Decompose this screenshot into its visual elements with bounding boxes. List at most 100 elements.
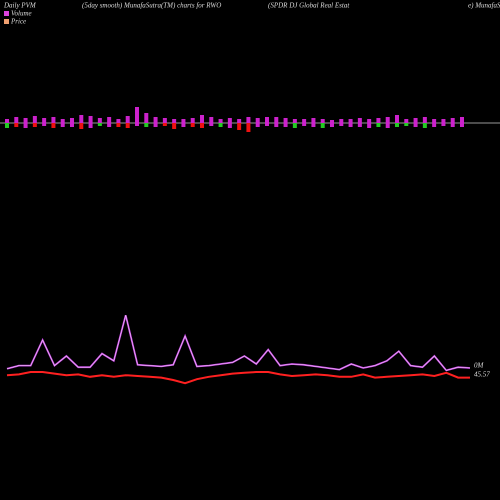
bar [107, 123, 112, 127]
bar [79, 115, 84, 123]
bar [144, 113, 149, 123]
bar [51, 123, 56, 128]
bar [283, 123, 288, 127]
bar [385, 117, 390, 123]
bar [367, 119, 372, 123]
annotation: (SPDR DJ Global Real Estat [268, 2, 350, 10]
bar [190, 118, 195, 123]
bar [339, 123, 344, 126]
bar [357, 123, 362, 127]
bar [320, 119, 325, 123]
bar [42, 118, 47, 123]
chart-subtitle: (5day smooth) MunafaSutra(TM) charts for… [82, 2, 221, 10]
legend-swatch [4, 19, 9, 24]
bar [5, 119, 9, 123]
bar [255, 118, 260, 123]
bar [209, 117, 214, 123]
bar [70, 123, 74, 127]
bar [265, 117, 269, 123]
bar [302, 119, 307, 123]
bar [70, 118, 74, 123]
bar [218, 119, 223, 123]
bar [395, 123, 399, 127]
legend-label: Volume [11, 10, 32, 18]
bar [116, 119, 121, 123]
bar [311, 118, 316, 123]
bar [376, 118, 381, 123]
bar [339, 119, 344, 123]
bar [79, 123, 84, 129]
bar [181, 119, 186, 123]
bar [441, 123, 446, 126]
bar [97, 123, 102, 126]
bar [432, 119, 437, 123]
bar [60, 119, 65, 123]
bar [153, 117, 158, 123]
bar [14, 123, 19, 127]
bar [218, 123, 223, 127]
bar [107, 117, 112, 123]
bar [460, 123, 464, 127]
bar [51, 117, 56, 123]
bar [181, 123, 186, 127]
bar [237, 123, 242, 130]
bar [376, 123, 381, 127]
line-1 [6, 371, 470, 385]
bar [88, 116, 93, 123]
bar [395, 115, 399, 123]
bar [227, 118, 232, 123]
bar [320, 123, 325, 128]
bar [172, 123, 177, 129]
bar [357, 118, 362, 123]
bar [60, 123, 65, 127]
bar [274, 123, 279, 127]
bar [32, 123, 37, 127]
bar [162, 118, 167, 123]
bar [283, 118, 288, 123]
bar [348, 119, 353, 123]
bar [144, 123, 149, 127]
bar [23, 123, 28, 128]
bar [292, 123, 297, 128]
bar [441, 119, 446, 123]
legend-swatch [4, 11, 9, 16]
bar [200, 123, 204, 128]
bar [209, 123, 214, 126]
bar [413, 118, 418, 123]
bar [255, 123, 260, 127]
bar [348, 123, 353, 127]
bar [385, 123, 390, 128]
bar [237, 119, 242, 123]
bar [190, 123, 195, 127]
bar [23, 118, 28, 123]
legend-label: Price [10, 18, 26, 26]
bar [302, 123, 307, 126]
bar [14, 117, 19, 123]
bar [432, 123, 437, 127]
bar [125, 116, 130, 123]
bar [116, 123, 121, 127]
bar [274, 117, 279, 123]
bar [404, 119, 409, 123]
bar [125, 123, 130, 128]
line-highlight [6, 315, 471, 371]
bar [42, 123, 47, 126]
bar [311, 123, 316, 127]
bar [265, 123, 269, 126]
bar [450, 118, 455, 123]
bar [460, 117, 464, 123]
bar [172, 119, 177, 123]
annotation: e) MunafaS [468, 2, 500, 10]
bar [292, 119, 297, 123]
bar [135, 107, 139, 123]
bar [246, 117, 251, 123]
bar [422, 117, 427, 123]
bar [227, 123, 232, 128]
chart-title: Daily PVM [3, 2, 37, 10]
bar [404, 123, 409, 126]
bar [5, 123, 9, 128]
bar [413, 123, 418, 127]
bar [422, 123, 427, 128]
